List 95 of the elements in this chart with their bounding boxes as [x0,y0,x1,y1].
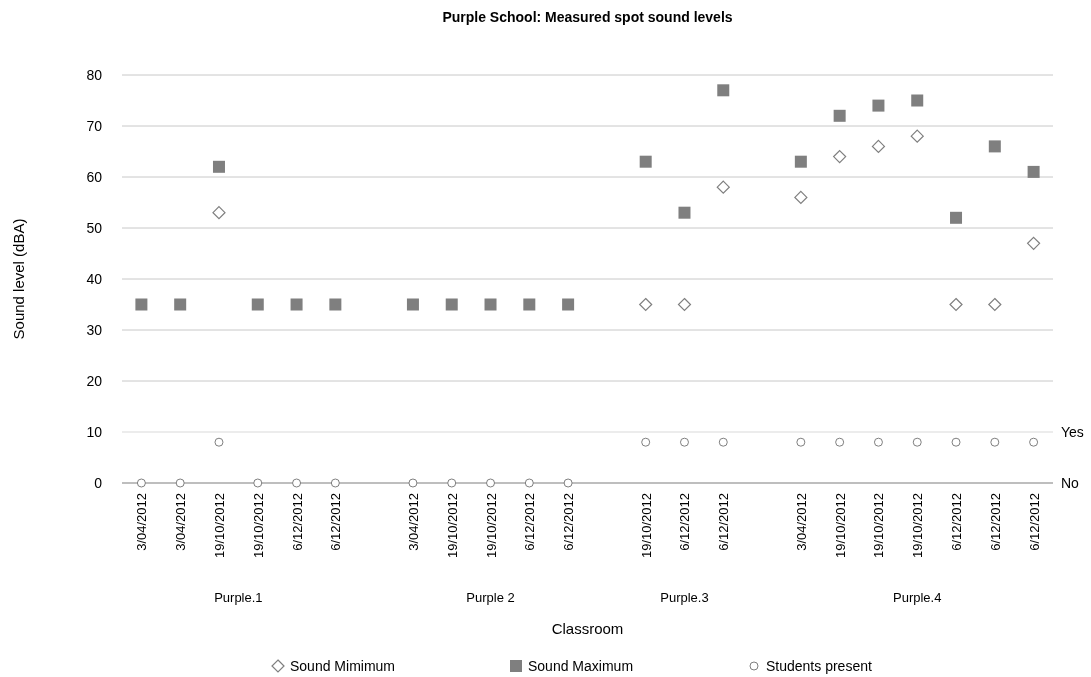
point [406,298,419,311]
point [523,298,536,311]
point [251,298,264,311]
x-tick-label: 19/10/2012 [832,493,848,559]
x-tick-label: 6/12/2012 [677,493,693,551]
y-tick-label: 30 [86,321,103,338]
point [290,298,303,311]
point [135,298,148,311]
point [447,478,457,488]
x-tick-label: 6/12/2012 [987,493,1003,551]
legend-label: Sound Mimimum [290,657,396,674]
x-tick-label: 3/04/2012 [793,493,809,551]
point [677,297,692,312]
x-tick-label: 6/12/2012 [328,493,344,551]
point [911,94,924,107]
legend-label: Students present [766,657,872,674]
x-tick-label: 6/12/2012 [1026,493,1042,551]
x-tick-label: 6/12/2012 [561,493,577,551]
point [1027,165,1040,178]
x-tick-label: 19/10/2012 [250,493,266,559]
point [175,478,185,488]
point [679,437,689,447]
point [873,437,883,447]
point [717,84,730,97]
x-tick-label: 3/04/2012 [405,493,421,551]
point [562,298,575,311]
x-tick-label: 6/12/2012 [289,493,305,551]
point [1029,437,1039,447]
point [563,478,573,488]
point [212,206,226,220]
x-tick-label: 3/04/2012 [134,493,150,551]
x-tick-label: 19/10/2012 [211,493,227,559]
y-tick-label: 50 [86,219,103,236]
point [639,297,653,312]
point [988,140,1001,153]
x-tick-label: 6/12/2012 [522,493,538,551]
point [253,478,263,488]
point [524,478,534,488]
y-tick-label: 60 [86,168,103,185]
point [912,437,922,447]
point [678,206,691,219]
point [445,298,458,311]
point [716,180,730,194]
x-tick-label: 6/12/2012 [949,493,965,551]
point [408,478,418,488]
point [174,298,187,311]
x-tick-label: 19/10/2012 [638,493,654,559]
point [794,155,807,168]
point [794,190,808,204]
x-axis-title: Classroom [551,620,624,637]
point [292,478,302,488]
point [950,211,963,224]
y-tick-label: 10 [86,423,103,440]
point [212,160,225,173]
point [871,139,886,153]
x-tick-label: 3/04/2012 [173,493,189,551]
text: Purple 2 [466,590,515,605]
point [951,437,961,447]
point [639,155,652,168]
x-tick-label: 6/12/2012 [716,493,732,551]
point [486,478,496,488]
ref-line-label: Yes [1061,423,1084,440]
point [910,129,924,143]
y-tick-label: 70 [86,117,103,134]
point [136,478,146,488]
point [872,99,885,112]
y-axis-title: Sound level (dBA) [10,218,27,340]
x-tick-label: 19/10/2012 [871,493,887,559]
point [329,298,342,311]
text: Purple.3 [660,590,709,605]
point [990,437,1000,447]
point [484,298,497,311]
point [641,437,651,447]
point [988,297,1002,312]
y-tick-label: 0 [94,474,103,491]
chart-title: Purple School: Measured spot sound levels [442,9,733,25]
point [1027,236,1041,250]
y-tick-label: 40 [86,270,103,287]
y-tick-label: 80 [86,66,103,83]
point [835,437,845,447]
y-tick-label: 20 [86,372,103,389]
point [330,478,340,488]
point [214,437,224,447]
point [833,109,846,122]
x-tick-label: 19/10/2012 [483,493,499,559]
point [718,437,728,447]
text: Purple.1 [214,590,263,605]
x-tick-label: 19/10/2012 [910,493,926,559]
text: No [1061,474,1080,491]
text: Purple.4 [893,590,942,605]
x-tick-label: 19/10/2012 [444,493,460,559]
point [796,437,806,447]
point [949,297,963,312]
legend-label: Sound Maximum [528,657,634,674]
point [833,150,847,164]
